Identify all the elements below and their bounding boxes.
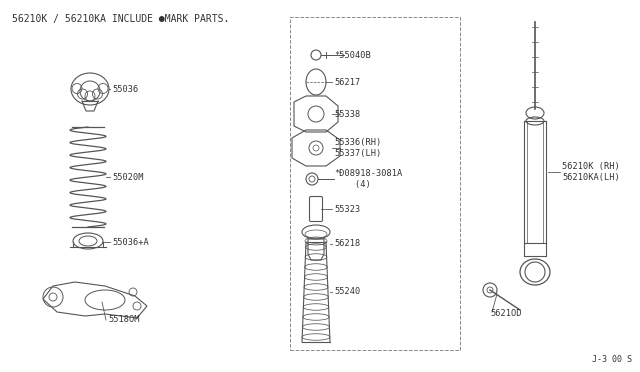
Text: 55336(RH)
55337(LH): 55336(RH) 55337(LH) bbox=[334, 138, 381, 158]
Text: 56210K (RH)
56210KA(LH): 56210K (RH) 56210KA(LH) bbox=[562, 162, 620, 182]
Text: 5518OM: 5518OM bbox=[108, 315, 140, 324]
Text: 56217: 56217 bbox=[334, 77, 360, 87]
Text: *Ð08918-3081A
    (4): *Ð08918-3081A (4) bbox=[334, 169, 403, 189]
Text: 56218: 56218 bbox=[334, 240, 360, 248]
Text: *55040B: *55040B bbox=[334, 51, 371, 60]
Text: 55323: 55323 bbox=[334, 205, 360, 214]
Text: 55036: 55036 bbox=[112, 84, 138, 93]
Text: 55338: 55338 bbox=[334, 109, 360, 119]
Text: 55036+A: 55036+A bbox=[112, 237, 148, 247]
Text: 5621OD: 5621OD bbox=[490, 310, 522, 318]
Text: 55020M: 55020M bbox=[112, 173, 143, 182]
Text: 56210K / 56210KA INCLUDE ●MARK PARTS.: 56210K / 56210KA INCLUDE ●MARK PARTS. bbox=[12, 14, 229, 24]
Bar bbox=[290, 17, 460, 350]
Text: 55240: 55240 bbox=[334, 288, 360, 296]
Text: J-3 00 S: J-3 00 S bbox=[592, 355, 632, 364]
